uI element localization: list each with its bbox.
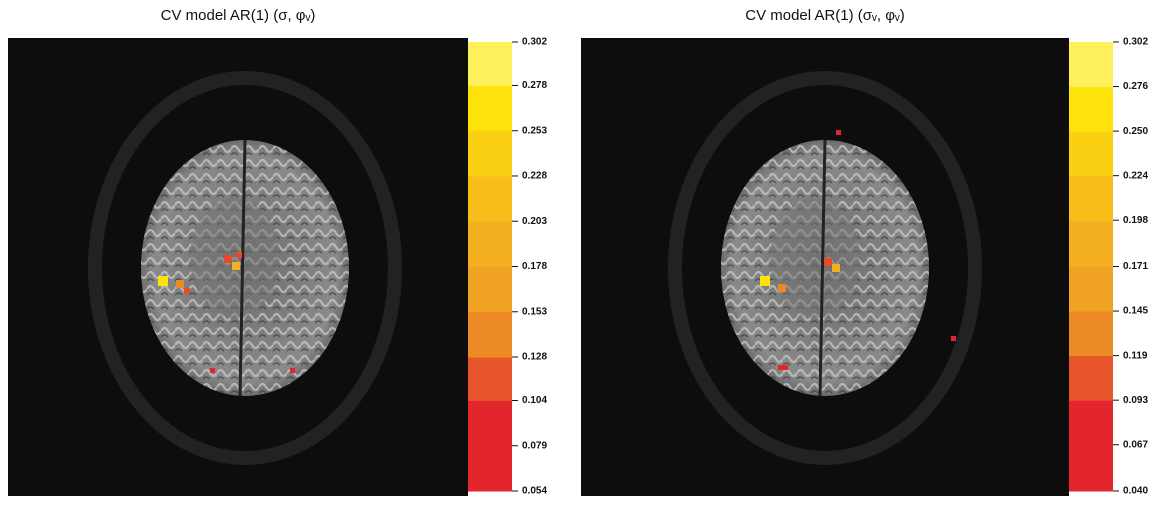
tick-label: 0.104 bbox=[522, 395, 547, 406]
panel-title: CV model AR(1) (σ, φᵥ) bbox=[161, 7, 316, 24]
tick-label: 0.093 bbox=[1123, 395, 1148, 406]
colorbar-band bbox=[468, 176, 512, 222]
colorbar-band bbox=[1069, 87, 1113, 132]
colorbar-band bbox=[1069, 220, 1113, 267]
tick-label: 0.145 bbox=[1123, 306, 1148, 317]
colorbar-band bbox=[468, 446, 512, 492]
colorbar-band bbox=[1069, 311, 1113, 356]
colorbar-band bbox=[1069, 176, 1113, 221]
tick-label: 0.153 bbox=[522, 306, 547, 317]
tick-label: 0.198 bbox=[1123, 215, 1148, 226]
colorbar-band bbox=[1069, 400, 1113, 445]
colorbar-band bbox=[468, 400, 512, 446]
tick-label: 0.276 bbox=[1123, 81, 1148, 92]
tick-label: 0.228 bbox=[522, 171, 547, 182]
tick-label: 0.302 bbox=[1123, 37, 1148, 48]
tick-label: 0.128 bbox=[522, 352, 547, 363]
tick-label: 0.203 bbox=[522, 216, 547, 227]
tick-label: 0.040 bbox=[1123, 486, 1148, 497]
figure: CV model AR(1) (σ, φᵥ) 0.054 0.079 0.104 0.1… bbox=[0, 0, 1165, 501]
colorbar-band bbox=[468, 267, 512, 313]
colorbar-band bbox=[1069, 42, 1113, 87]
tick-label: 0.224 bbox=[1123, 170, 1148, 181]
colorbar-band bbox=[468, 131, 512, 177]
tick-label: 0.119 bbox=[1123, 350, 1148, 361]
colorbar-band bbox=[1069, 356, 1113, 401]
tick-label: 0.171 bbox=[1123, 261, 1148, 272]
tick-label: 0.067 bbox=[1123, 439, 1148, 450]
colorbar-band bbox=[468, 357, 512, 401]
colorbar-band bbox=[468, 312, 512, 358]
tick-label: 0.278 bbox=[522, 80, 547, 91]
tick-label: 0.253 bbox=[522, 125, 547, 136]
colorbar-band bbox=[1069, 445, 1113, 492]
tick-label: 0.178 bbox=[522, 261, 547, 272]
colorbar-band bbox=[468, 42, 512, 86]
tick-label: 0.250 bbox=[1123, 126, 1148, 137]
colorbar-band bbox=[1069, 131, 1113, 176]
colorbar-band bbox=[1069, 267, 1113, 312]
panel-title: CV model AR(1) (σᵥ, φᵥ) bbox=[745, 7, 905, 24]
tick-label: 0.079 bbox=[522, 440, 547, 451]
tick-label: 0.302 bbox=[522, 37, 547, 48]
tick-label: 0.054 bbox=[522, 486, 547, 497]
colorbar-band bbox=[468, 221, 512, 267]
colorbar-band bbox=[468, 85, 512, 131]
